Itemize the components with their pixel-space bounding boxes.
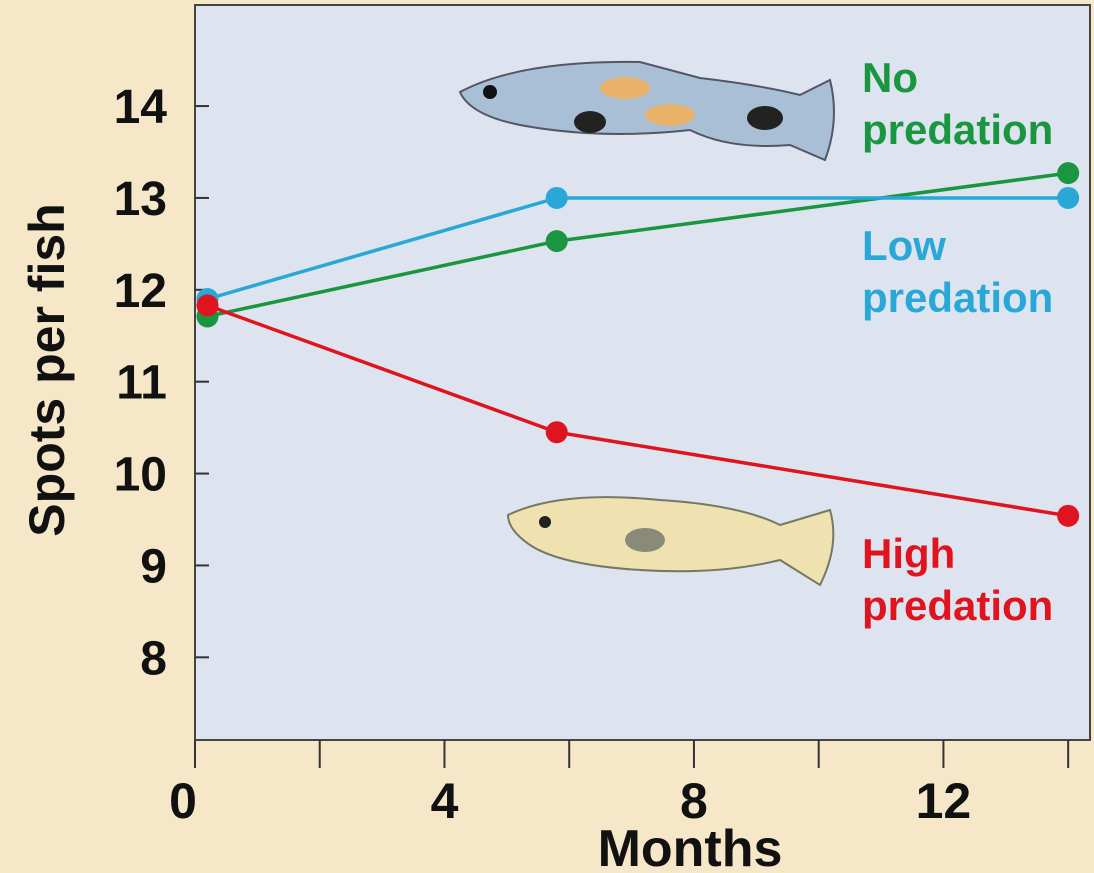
series-label: No predation — [862, 52, 1094, 156]
y-tick-label: 12 — [114, 265, 167, 318]
y-tick-label: 10 — [114, 449, 167, 502]
series-label: High predation — [862, 528, 1094, 632]
y-axis-label: Spots per fish — [19, 203, 75, 536]
data-point — [1057, 505, 1079, 527]
y-tick-label: 8 — [140, 632, 167, 685]
y-tick-label: 13 — [114, 173, 167, 226]
page: 89101112131404812MonthsSpots per fish No… — [0, 0, 1094, 873]
data-point — [1057, 187, 1079, 209]
y-tick-label: 9 — [140, 540, 167, 593]
data-point — [546, 421, 568, 443]
data-point — [196, 294, 218, 316]
x-tick-label: 0 — [169, 773, 197, 829]
y-tick-label: 14 — [114, 81, 168, 134]
data-point — [546, 187, 568, 209]
data-point — [1057, 162, 1079, 184]
data-point — [546, 230, 568, 252]
x-tick-label: 4 — [431, 773, 459, 829]
x-axis-label: Months — [598, 820, 783, 873]
x-tick-label: 12 — [916, 773, 972, 829]
series-label: Low predation — [862, 220, 1094, 324]
y-tick-label: 11 — [116, 357, 167, 410]
